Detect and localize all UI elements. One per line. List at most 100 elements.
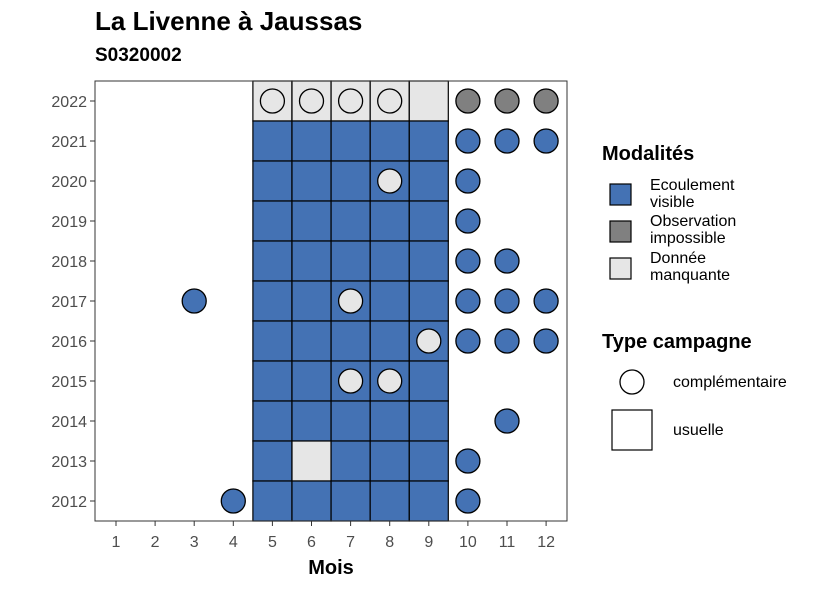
usuelle-cell-2019-6: [291, 200, 332, 242]
usuelle-cell-2015-6: [291, 360, 332, 402]
usuelle-cell-2017-6: [291, 280, 332, 322]
legend-key-circle: [619, 369, 645, 395]
legend-key-square: [611, 409, 653, 451]
usuelle-cell-2015-5: [252, 360, 293, 402]
legend-label-usuelle: usuelle: [673, 422, 724, 439]
complementaire-point-2012-10: [455, 488, 481, 514]
usuelle-cell-2022-9: [408, 80, 449, 122]
usuelle-cell-2018-7: [330, 240, 371, 282]
complementaire-point-2016-11: [494, 328, 520, 354]
usuelle-cell-2012-9: [408, 480, 449, 522]
complementaire-point-2021-10: [455, 128, 481, 154]
usuelle-cell-2014-9: [408, 400, 449, 442]
y-tick-label: 2022: [51, 94, 87, 111]
x-tick-label: 2: [151, 534, 160, 551]
complementaire-point-2019-10: [455, 208, 481, 234]
complementaire-point-2022-10: [455, 88, 481, 114]
usuelle-cell-2019-8: [369, 200, 410, 242]
complementaire-point-2016-12: [533, 328, 559, 354]
usuelle-cell-2021-6: [291, 120, 332, 162]
legend-label-line: Ecoulement: [650, 177, 735, 194]
y-tick-label: 2015: [51, 374, 87, 391]
legend-label-line: Observation: [650, 213, 737, 230]
x-tick-label: 10: [459, 534, 477, 551]
chart-subtitle: S0320002: [95, 45, 182, 66]
usuelle-cell-2012-7: [330, 480, 371, 522]
usuelle-cell-2013-5: [252, 440, 293, 482]
usuelle-cell-2020-7: [330, 160, 371, 202]
complementaire-point-2014-11: [494, 408, 520, 434]
legend-label-line: manquante: [650, 267, 731, 284]
legend-label-manquante: Donnée manquante: [650, 250, 730, 284]
usuelle-cell-2015-9: [408, 360, 449, 402]
usuelle-cell-2013-8: [369, 440, 410, 482]
usuelle-cell-2020-5: [252, 160, 293, 202]
x-tick-label: 12: [537, 534, 555, 551]
legend-label-impossible: Observation impossible: [650, 213, 736, 247]
y-tick-label: 2020: [51, 174, 87, 191]
complementaire-point-2017-12: [533, 288, 559, 314]
usuelle-cell-2013-9: [408, 440, 449, 482]
usuelle-cell-2018-8: [369, 240, 410, 282]
x-axis-title: Mois: [308, 557, 354, 579]
usuelle-cell-2016-5: [252, 320, 293, 362]
usuelle-cell-2014-5: [252, 400, 293, 442]
complementaire-point-2017-3: [181, 288, 207, 314]
x-tick-label: 3: [190, 534, 199, 551]
legend-label-ecoulement: Ecoulement visible: [650, 177, 735, 211]
usuelle-cell-2017-9: [408, 280, 449, 322]
usuelle-cell-2014-6: [291, 400, 332, 442]
y-tick-label: 2014: [51, 414, 87, 431]
usuelle-cell-2021-9: [408, 120, 449, 162]
complementaire-point-2018-11: [494, 248, 520, 274]
x-tick-label: 8: [385, 534, 394, 551]
x-tick-label: 7: [346, 534, 355, 551]
complementaire-point-2022-7: [337, 88, 364, 114]
usuelle-cell-2019-9: [408, 200, 449, 242]
usuelle-cell-2021-5: [252, 120, 293, 162]
y-tick-label: 2013: [51, 454, 87, 471]
complementaire-point-2016-9: [416, 328, 442, 354]
complementaire-point-2022-5: [259, 88, 286, 114]
usuelle-cell-2012-6: [291, 480, 332, 522]
y-tick-label: 2016: [51, 334, 87, 351]
legend-swatch-ecoulement: [609, 183, 632, 206]
legend-label-complementaire: complémentaire: [673, 374, 787, 391]
usuelle-cell-2014-8: [369, 400, 410, 442]
legend-type-campagne-title: Type campagne: [602, 331, 752, 353]
usuelle-cell-2019-7: [330, 200, 371, 242]
x-tick-label: 1: [112, 534, 121, 551]
usuelle-cell-2013-6: [291, 440, 332, 482]
complementaire-point-2017-7: [337, 288, 364, 314]
complementaire-point-2020-10: [455, 168, 481, 194]
complementaire-point-2018-10: [455, 248, 481, 274]
complementaire-point-2012-4: [220, 488, 246, 514]
x-tick-label: 6: [307, 534, 316, 551]
usuelle-cell-2012-8: [369, 480, 410, 522]
x-tick-label: 5: [268, 534, 277, 551]
legend-label-line: visible: [650, 194, 695, 211]
x-tick-label: 9: [424, 534, 433, 551]
x-tick-label: 11: [499, 534, 516, 551]
complementaire-point-2022-8: [377, 88, 403, 114]
complementaire-point-2022-12: [533, 88, 559, 114]
chart-title: La Livenne à Jaussas: [95, 6, 363, 36]
complementaire-point-2022-11: [494, 88, 520, 114]
complementaire-point-2013-10: [455, 448, 481, 474]
complementaire-point-2021-11: [494, 128, 520, 154]
usuelle-cell-2013-7: [330, 440, 371, 482]
usuelle-cell-2021-8: [369, 120, 410, 162]
complementaire-point-2017-11: [494, 288, 520, 314]
complementaire-point-2022-6: [298, 88, 325, 114]
usuelle-cell-2014-7: [330, 400, 371, 442]
legend-modalites-title: Modalités: [602, 143, 695, 165]
legend-label-line: Donnée: [650, 250, 707, 267]
legend-label-line: impossible: [650, 230, 726, 247]
usuelle-cell-2018-9: [408, 240, 449, 282]
y-tick-label: 2012: [51, 494, 87, 511]
y-tick-label: 2019: [51, 214, 87, 231]
complementaire-point-2021-12: [533, 128, 559, 154]
y-tick-label: 2017: [51, 294, 87, 311]
complementaire-point-2017-10: [455, 288, 481, 314]
